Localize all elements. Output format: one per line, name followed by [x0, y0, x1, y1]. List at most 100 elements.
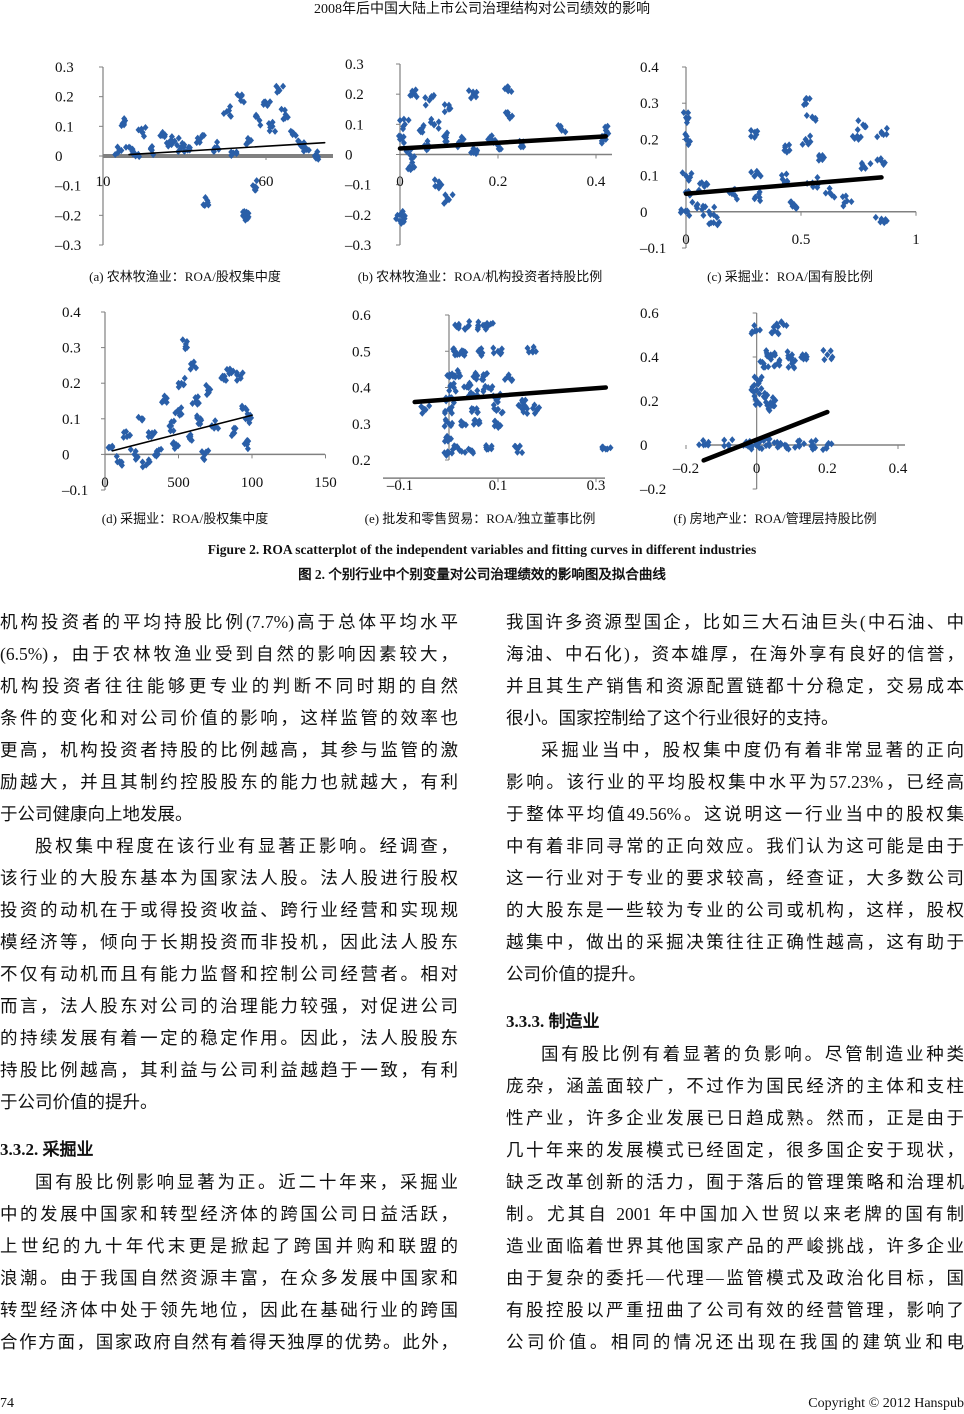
scatter-point [257, 121, 264, 129]
scatter-point [849, 132, 856, 140]
scatter-point [680, 109, 687, 117]
y-tick-label: 0.2 [640, 394, 659, 410]
text-line: 由于复杂的委托—代理—监管模式及政治化目标，国 [506, 1268, 964, 1288]
scatter-point [142, 124, 149, 132]
scatter-point [816, 151, 823, 159]
text-line: 机构投资者往往能够更专业的判断不同时期的自然 [0, 676, 458, 696]
scatter-point [430, 91, 437, 99]
scatter-point [751, 172, 758, 180]
scatter-point [246, 419, 253, 427]
scatter-point [468, 405, 475, 413]
scatter-point [685, 109, 692, 117]
scatter-point [519, 449, 526, 457]
scatter-point [796, 442, 803, 450]
caption-d: (d) 采掘业：ROA/股权集中度 [101, 511, 269, 526]
scatter-point [186, 435, 193, 443]
scatter-point [862, 122, 869, 130]
x-tick-label: 0.4 [587, 174, 606, 190]
scatter-point [765, 352, 772, 360]
x-tick-label: 100 [241, 475, 264, 491]
scatter-point [714, 221, 721, 229]
scatter-point [793, 205, 800, 213]
scatter-point [435, 124, 442, 132]
scatter-point [175, 383, 182, 391]
scatter-point [188, 360, 195, 368]
scatter-point [807, 138, 814, 146]
scatter-point [201, 456, 208, 464]
y-tick-label: –0.1 [639, 241, 666, 257]
scatter-point [683, 173, 690, 181]
scatter-point [494, 398, 501, 406]
scatter-point [180, 380, 187, 388]
scatter-point [751, 133, 758, 141]
text-line: 影响。该行业的平均股权集中水平为57.23%，已经高 [506, 772, 964, 792]
scatter-point [409, 87, 416, 95]
scatter-point [771, 362, 778, 370]
scatter-point [467, 389, 474, 397]
scatter-point [193, 364, 200, 372]
scatter-point [444, 432, 451, 440]
scatter-point [854, 126, 861, 134]
scatter-point [449, 419, 456, 427]
scatter-point [215, 424, 222, 432]
scatter-point [168, 133, 175, 141]
scatter-point [509, 112, 516, 120]
scatter-point [748, 168, 755, 176]
scatter-point [435, 118, 442, 126]
scatter-point [788, 354, 795, 362]
scatter-point [598, 139, 605, 147]
figure-2-scatterplots: 0.30.20.10–0.1–0.2–0.310 600.30.20.10–0.1… [54, 57, 920, 499]
scatter-point [466, 318, 473, 326]
scatter-point [775, 330, 782, 338]
scatter-point [465, 87, 472, 95]
scatter-point [473, 150, 480, 158]
caption-f: (f) 房地产业：ROA/管理层持股比例 [673, 511, 877, 526]
scatter-point [684, 116, 691, 124]
scatter-point [783, 170, 790, 178]
text-line: 我国许多资源型国企，比如三大石油巨头(中石油、中 [506, 612, 964, 632]
scatter-point [251, 186, 258, 194]
scatter-point [828, 355, 835, 363]
scatter-point [530, 343, 537, 351]
x-tick-label: 10 [96, 174, 111, 190]
scatter-point [814, 174, 821, 182]
y-tick-label: 0.1 [640, 169, 659, 185]
scatter-point [200, 131, 207, 139]
y-tick-label: 0.3 [345, 57, 364, 73]
scatter-point [492, 417, 499, 425]
scatter-point [400, 115, 407, 123]
text-line: 公司价值。相同的情况还出现在我国的建筑业和电 [506, 1332, 964, 1352]
scatter-point [812, 114, 819, 122]
scatter-point [489, 383, 496, 391]
scatter-point [498, 409, 505, 417]
text-line: (6.5%)，由于农林牧渔业受到自然的影响因素较大， [0, 644, 458, 664]
text-line: 中有着非同寻常的正向效应。我们认为这可能是由于 [506, 836, 964, 856]
scatter-point [237, 97, 244, 105]
y-tick-label: 0.2 [345, 87, 364, 103]
scatter-point [400, 139, 407, 147]
text-line: 于公司健康向上地发展。 [0, 804, 193, 824]
scatter-point [462, 448, 469, 456]
scatter-point [243, 140, 250, 148]
scatter-point [192, 394, 199, 402]
scatter-point [218, 374, 225, 382]
scatter-point [480, 371, 487, 379]
scatter-point [883, 124, 890, 132]
scatter-point [136, 153, 143, 161]
scatter-point [426, 402, 433, 410]
text-line: 并且其生产销售和资源配置链都十分稳定，交易成本 [506, 676, 964, 696]
scatter-point [305, 146, 312, 154]
copyright: Copyright © 2012 Hanspub [808, 1396, 964, 1411]
scatter-point [454, 366, 461, 374]
scatter-point [468, 94, 475, 102]
scatter-point [774, 323, 781, 331]
scatter-point [409, 91, 416, 99]
scatter-point [725, 441, 732, 449]
scatter-point [529, 404, 536, 412]
y-tick-label: –0.2 [54, 208, 81, 224]
scatter-point [505, 112, 512, 120]
scatter-point [713, 213, 720, 221]
x-tick-label: 0 [682, 232, 690, 248]
scatter-point [473, 88, 480, 96]
scatter-point [462, 421, 469, 429]
